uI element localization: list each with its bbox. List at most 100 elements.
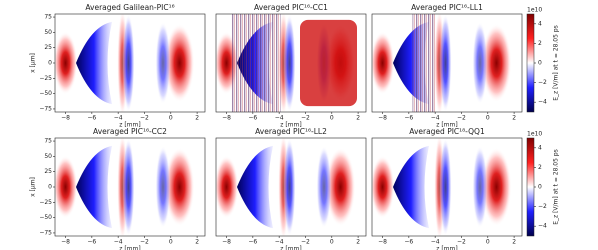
bubble-blue <box>393 145 429 229</box>
rear-red <box>55 155 78 219</box>
x-axis-label: z [mm] <box>119 246 140 250</box>
panel-title: Averaged PIC¹⁶-CC2 <box>93 127 167 136</box>
x-tick-label: −4 <box>114 115 123 122</box>
y-tick-label: 25 <box>44 44 52 51</box>
x-tick-label: −4 <box>275 239 284 246</box>
frame <box>371 137 523 237</box>
y-tick-label: 50 <box>44 153 52 160</box>
y-tick-label: −50 <box>39 90 52 97</box>
y-tick-label: −75 <box>39 229 52 236</box>
y-tick-label: −50 <box>39 214 52 221</box>
driver-red <box>481 23 512 103</box>
colorbar-tick-label: −2 <box>538 203 547 210</box>
x-tick-label: −4 <box>275 115 284 122</box>
y-tick-label: 0 <box>48 184 52 191</box>
wake-blue-arc <box>283 14 296 112</box>
x-tick-label: 2 <box>512 115 516 122</box>
driver-red <box>325 147 356 227</box>
x-tick-label: −2 <box>301 239 310 246</box>
rear-red <box>216 155 239 219</box>
rear-red <box>372 155 395 219</box>
x-tick-label: 0 <box>330 115 334 122</box>
x-tick-label: −2 <box>140 239 149 246</box>
panel-title: Averaged PIC¹⁶-LL1 <box>411 3 483 12</box>
driver-bulk <box>300 19 357 107</box>
x-tick-label: −6 <box>404 115 413 122</box>
x-tick-label: −2 <box>457 115 466 122</box>
driver-blue <box>472 145 488 229</box>
colorbar-tick-label: 4 <box>538 144 542 151</box>
field-map <box>55 138 205 236</box>
driver-blue <box>316 145 332 229</box>
bubble-blue <box>76 145 112 229</box>
x-tick-label: 2 <box>356 115 360 122</box>
colorbar-tick-label: 0 <box>538 60 542 67</box>
x-tick-label: −4 <box>431 239 440 246</box>
field-map <box>372 14 522 112</box>
x-axis-label: z [mm] <box>436 246 457 250</box>
panel-title: Averaged Galilean-PIC¹⁶ <box>85 3 174 12</box>
wake-blue-arc <box>122 138 135 236</box>
y-axis-label: x [μm] <box>30 53 37 73</box>
x-tick-label: −8 <box>222 115 231 122</box>
noise <box>412 14 435 112</box>
panel-title: Averaged PIC¹⁶-CC1 <box>254 3 328 12</box>
y-axis-label: x [μm] <box>30 177 37 197</box>
colorbar-tick-label: −2 <box>538 79 547 86</box>
y-tick-label: 75 <box>44 138 52 145</box>
wake-blue-arc <box>439 14 452 112</box>
x-tick-label: −2 <box>140 115 149 122</box>
x-tick-label: 0 <box>169 239 173 246</box>
field-map <box>372 138 522 236</box>
driver-red <box>164 23 195 103</box>
frame <box>371 13 523 113</box>
x-axis-label: z [mm] <box>119 122 140 129</box>
y-tick-label: −25 <box>39 75 52 82</box>
colorbar-tick-label: 2 <box>538 40 542 47</box>
x-axis-label: z [mm] <box>280 246 301 250</box>
colorbar <box>526 13 535 113</box>
panel-title: Averaged PIC¹⁸-QQ1 <box>409 127 485 136</box>
x-axis-label: z [mm] <box>436 122 457 129</box>
rear-red <box>55 31 78 95</box>
x-tick-label: −6 <box>87 239 96 246</box>
x-tick-label: −8 <box>61 239 70 246</box>
y-tick-label: −25 <box>39 199 52 206</box>
x-tick-label: −2 <box>301 115 310 122</box>
x-tick-label: 0 <box>330 239 334 246</box>
colorbar <box>526 137 535 237</box>
wake-blue-arc <box>283 138 296 236</box>
x-tick-label: 0 <box>486 239 490 246</box>
colorbar-label: E_z [V/m] at t = 28.05 ps <box>553 149 560 225</box>
noise <box>231 14 281 112</box>
colorbar-tick-label: 4 <box>538 20 542 27</box>
driver-blue <box>472 21 488 105</box>
y-tick-label: 50 <box>44 29 52 36</box>
x-tick-label: −8 <box>378 239 387 246</box>
x-tick-label: 2 <box>512 239 516 246</box>
x-tick-label: 2 <box>195 115 199 122</box>
colorbar-tick-label: −4 <box>538 223 547 230</box>
y-tick-label: 25 <box>44 168 52 175</box>
x-tick-label: −6 <box>248 239 257 246</box>
x-tick-label: −2 <box>457 239 466 246</box>
x-axis-label: z [mm] <box>280 122 301 129</box>
wake-blue-arc <box>122 14 135 112</box>
x-tick-label: −8 <box>222 239 231 246</box>
x-tick-label: −4 <box>114 239 123 246</box>
driver-blue <box>155 21 171 105</box>
driver-red <box>481 147 512 227</box>
y-tick-label: 0 <box>48 60 52 67</box>
y-tick-label: −75 <box>39 105 52 112</box>
field-map <box>216 14 366 112</box>
x-tick-label: −8 <box>61 115 70 122</box>
panel-title: Averaged PIC¹⁶-LL2 <box>255 127 327 136</box>
colorbar-offset: 1e10 <box>527 131 542 138</box>
field-map <box>55 14 205 112</box>
x-tick-label: −6 <box>248 115 257 122</box>
frame <box>215 13 367 113</box>
x-tick-label: −6 <box>87 115 96 122</box>
x-tick-label: 0 <box>486 115 490 122</box>
x-tick-label: 2 <box>195 239 199 246</box>
